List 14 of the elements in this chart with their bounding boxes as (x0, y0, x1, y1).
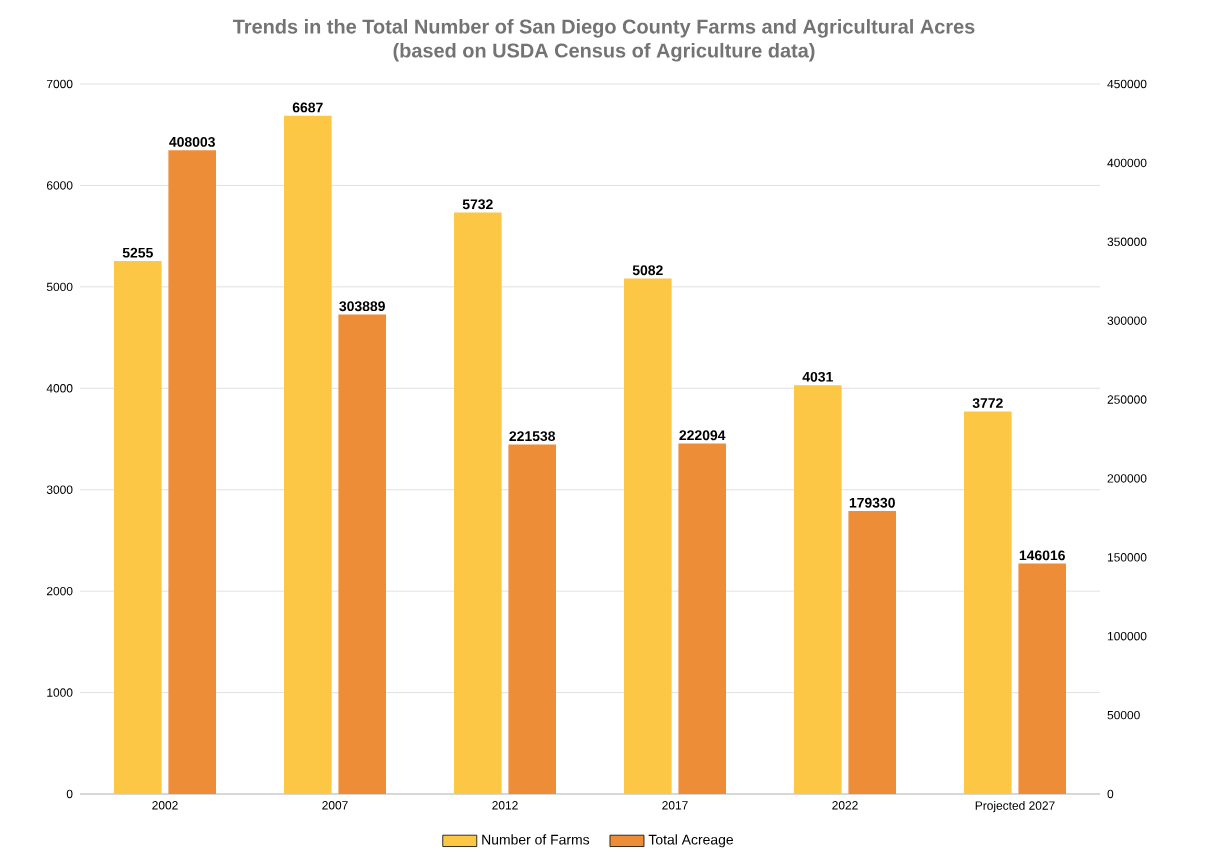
bar (168, 150, 216, 794)
bar (964, 411, 1012, 794)
bar (848, 511, 897, 794)
bar (454, 212, 502, 794)
bar (1018, 563, 1067, 794)
chart-title: Trends in the Total Number of San Diego County Farms and Agricultural Acres (232, 19, 975, 38)
bar (678, 443, 727, 794)
bar (794, 385, 842, 794)
bar (114, 261, 162, 794)
chart-subtitle: (based on USDA Census of Agriculture data) (393, 42, 815, 62)
bar (284, 115, 332, 794)
bar (508, 444, 556, 794)
bar (338, 314, 386, 794)
bar (624, 278, 672, 794)
